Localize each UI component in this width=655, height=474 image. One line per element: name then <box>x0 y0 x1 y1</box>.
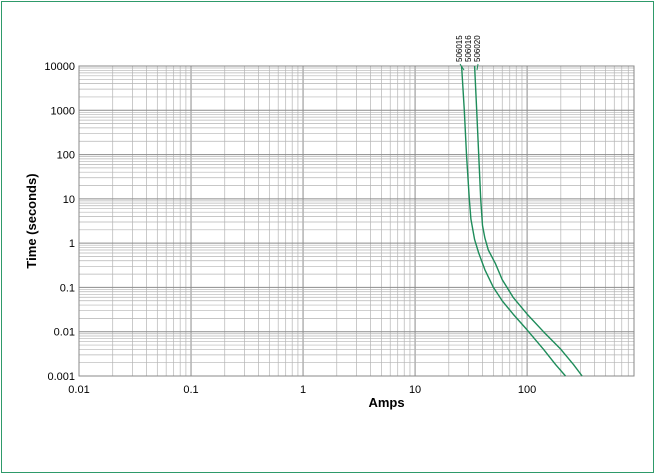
plot-border <box>78 65 635 377</box>
series-label: 506020 <box>473 35 482 62</box>
curve-506020 <box>473 65 583 377</box>
label-leader <box>476 63 479 71</box>
y-tick-label: 100 <box>57 150 75 162</box>
series-labels: 506015 506016 506020 <box>455 35 482 71</box>
x-tick-label: 1 <box>300 384 306 396</box>
x-tick-label: 0.1 <box>183 384 198 396</box>
y-tick-label: 0.01 <box>54 327 75 339</box>
x-axis-title: Amps <box>368 395 404 410</box>
label-leader <box>459 63 465 71</box>
x-tick-label: 100 <box>518 384 536 396</box>
curves <box>460 65 583 377</box>
y-tick-label: 10000 <box>44 61 75 73</box>
y-tick-label: 1000 <box>51 105 75 117</box>
series-label: 506016 <box>464 35 473 62</box>
y-axis-title: Time (seconds) <box>24 173 39 268</box>
x-tick-label: 10 <box>409 384 421 396</box>
y-tick-label: 0.001 <box>47 371 75 383</box>
y-tick-labels: 10000 1000 100 10 1 0.1 0.01 0.001 <box>44 61 75 383</box>
y-tick-label: 0.1 <box>60 282 75 294</box>
curve-506015 <box>460 65 567 377</box>
series-label: 506015 <box>455 35 464 62</box>
x-tick-label: 0.01 <box>68 384 89 396</box>
y-tick-label: 1 <box>69 238 75 250</box>
grid <box>78 65 635 377</box>
x-tick-labels: 0.01 0.1 1 10 100 <box>68 384 536 396</box>
y-tick-label: 10 <box>63 194 75 206</box>
